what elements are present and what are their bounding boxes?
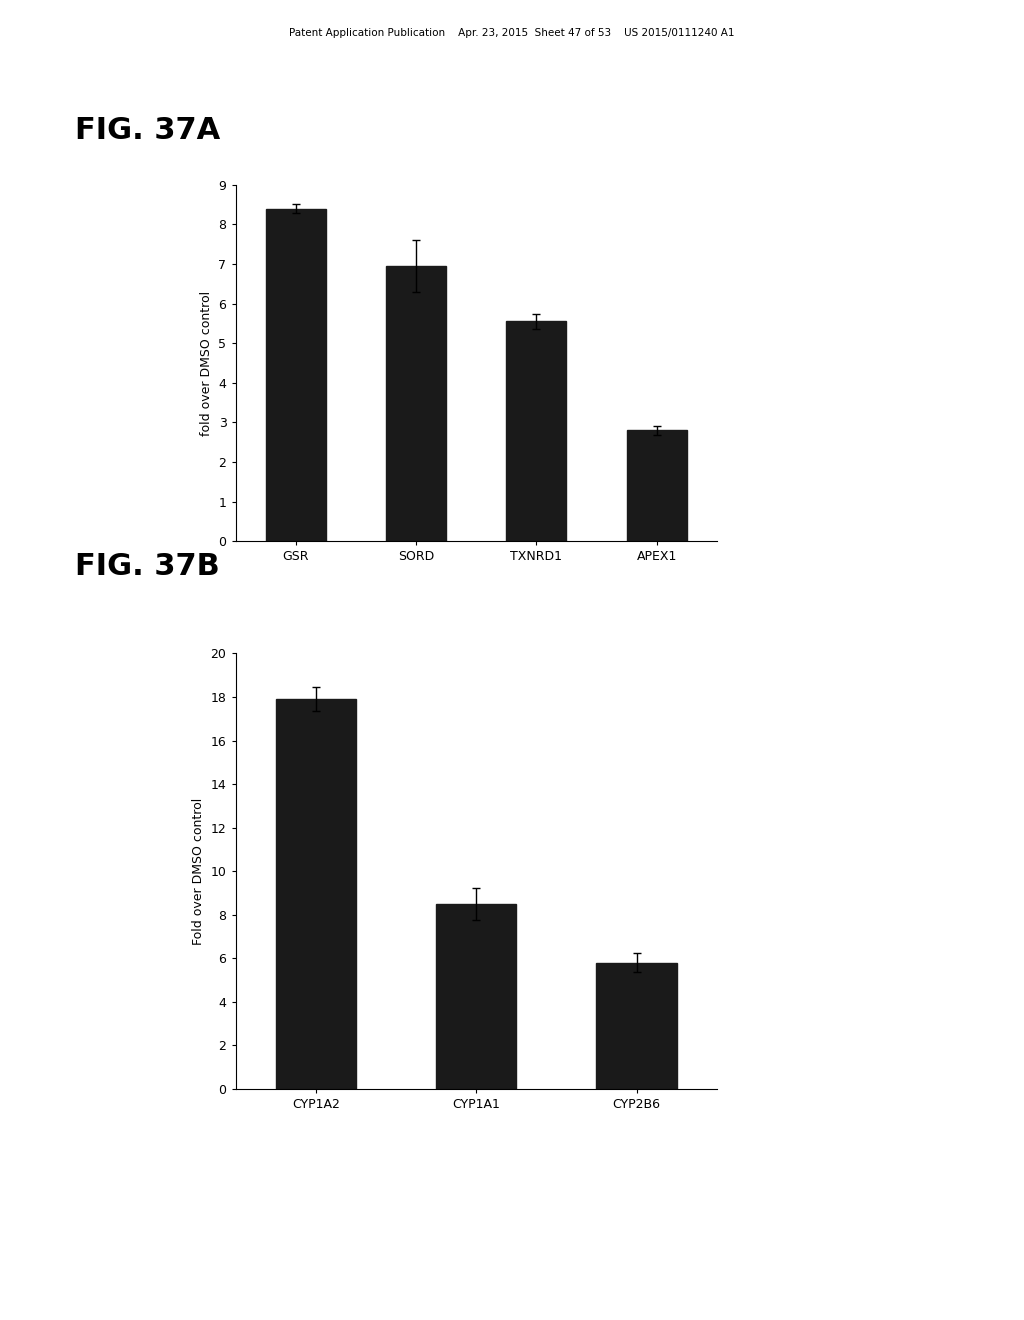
Text: FIG. 37A: FIG. 37A (75, 116, 220, 145)
Bar (506, 322, 566, 541)
Bar (627, 430, 687, 541)
Bar (386, 267, 446, 541)
Bar (265, 209, 326, 541)
Text: Patent Application Publication    Apr. 23, 2015  Sheet 47 of 53    US 2015/01112: Patent Application Publication Apr. 23, … (289, 28, 735, 38)
Bar (275, 700, 356, 1089)
Y-axis label: fold over DMSO control: fold over DMSO control (200, 290, 213, 436)
Bar (436, 904, 516, 1089)
Bar (596, 962, 677, 1089)
Y-axis label: Fold over DMSO control: Fold over DMSO control (193, 797, 205, 945)
Text: FIG. 37B: FIG. 37B (75, 552, 219, 581)
